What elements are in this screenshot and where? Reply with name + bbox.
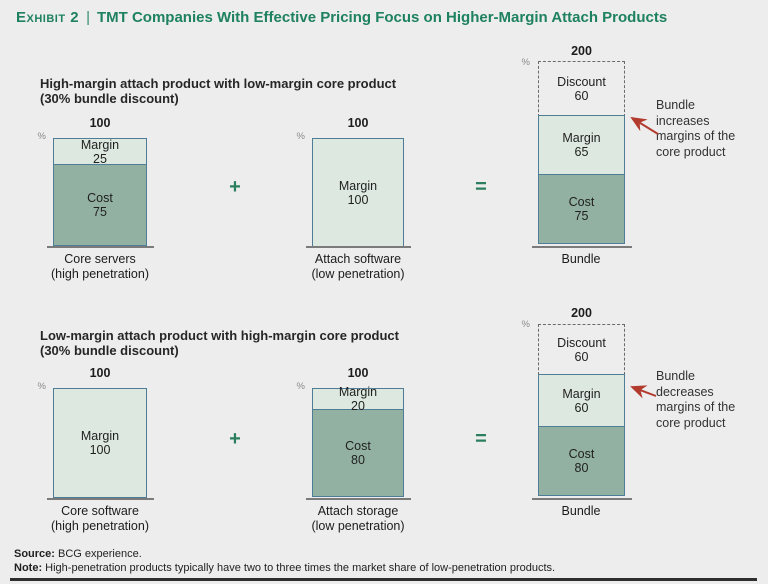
bar-caption: Attach software (low penetration) [311,252,405,281]
annotation-text: Bundle increases margins of the core pro… [656,98,736,159]
bar-baseline [47,498,154,500]
segment-margin: Margin 20 [312,385,404,413]
bar-baseline [306,246,411,248]
bar-total-label: 200 [571,306,592,320]
bar-baseline [532,498,632,500]
bar-caption: Bundle [561,504,601,518]
bar-baseline [532,246,632,248]
percent-axis-label: % [521,319,530,330]
equals-operator: = [475,428,487,450]
segment-cost: Cost 80 [312,408,404,497]
exhibit-title: Exhibit 2 | TMT Companies With Effective P… [16,9,667,26]
bar-baseline [47,246,154,248]
segment-margin: Margin 60 [538,373,625,428]
section-subtitle-2: Low-margin attach product with high-marg… [40,328,399,358]
segment-cost: Cost 75 [53,163,147,246]
annotation-arrow-icon [630,116,659,135]
segment-discount: Discount 60 [538,61,625,117]
bottom-rule [10,578,757,581]
percent-axis-label: % [521,57,530,68]
segment-margin: Margin 25 [53,138,147,166]
title-separator: | [86,9,90,26]
bar-total-label: 200 [571,44,592,58]
bar-caption: Core software (high penetration) [51,504,149,533]
annotation-arrow-icon [630,385,657,399]
bar-total-label: 100 [347,366,369,380]
title-text: TMT Companies With Effective Pricing Foc… [96,9,668,26]
bar-bundle-2: Discount 60 Margin 60 Cost 80 [538,324,625,496]
bar-core-software: Margin 100 [53,388,147,498]
bar-attach-software: Margin 100 [312,138,404,247]
segment-margin: Margin 100 [53,388,147,498]
bar-caption: Bundle [561,252,601,266]
percent-axis-label: % [37,131,46,142]
plus-operator: + [229,428,241,450]
annotation-text: Bundle decreases margins of the core pro… [656,369,736,430]
footnote: Note: High-penetration products typicall… [14,562,556,574]
section-subtitle-1: High-margin attach product with low-marg… [40,76,397,106]
segment-margin: Margin 100 [312,138,404,247]
percent-axis-label: % [37,381,46,392]
segment-cost: Cost 75 [538,173,625,244]
bar-attach-storage: Margin 20 Cost 80 [312,385,404,497]
bar-total-label: 100 [347,116,369,130]
bar-total-label: 100 [89,116,111,130]
equals-operator: = [475,176,487,198]
exhibit-label: Exhibit 2 [16,9,80,26]
bar-baseline [306,498,411,500]
bar-total-label: 100 [89,366,111,380]
bar-caption: Attach storage (low penetration) [311,504,405,533]
bar-caption: Core servers (high penetration) [51,252,149,281]
bar-bundle-1: Discount 60 Margin 65 Cost 75 [538,61,625,244]
segment-margin: Margin 65 [538,115,625,176]
percent-axis-label: % [296,381,305,392]
percent-axis-label: % [296,131,305,142]
plus-operator: + [229,176,241,198]
bar-core-servers: Margin 25 Cost 75 [53,138,147,246]
segment-discount: Discount 60 [538,324,625,375]
source-note: Source: BCG experience. [14,548,142,560]
segment-cost: Cost 80 [538,426,625,496]
